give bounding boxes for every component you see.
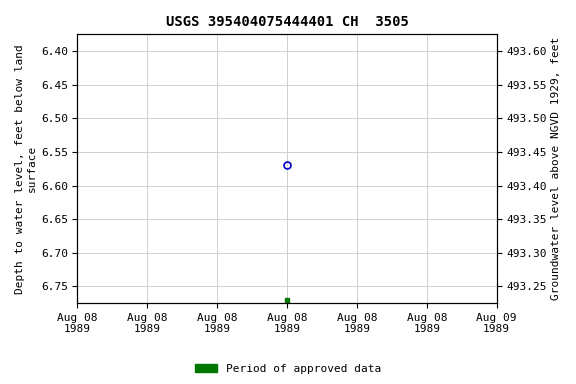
Y-axis label: Depth to water level, feet below land
surface: Depth to water level, feet below land su… <box>15 44 37 294</box>
Y-axis label: Groundwater level above NGVD 1929, feet: Groundwater level above NGVD 1929, feet <box>551 37 561 300</box>
Legend: Period of approved data: Period of approved data <box>191 359 385 379</box>
Title: USGS 395404075444401 CH  3505: USGS 395404075444401 CH 3505 <box>166 15 408 29</box>
